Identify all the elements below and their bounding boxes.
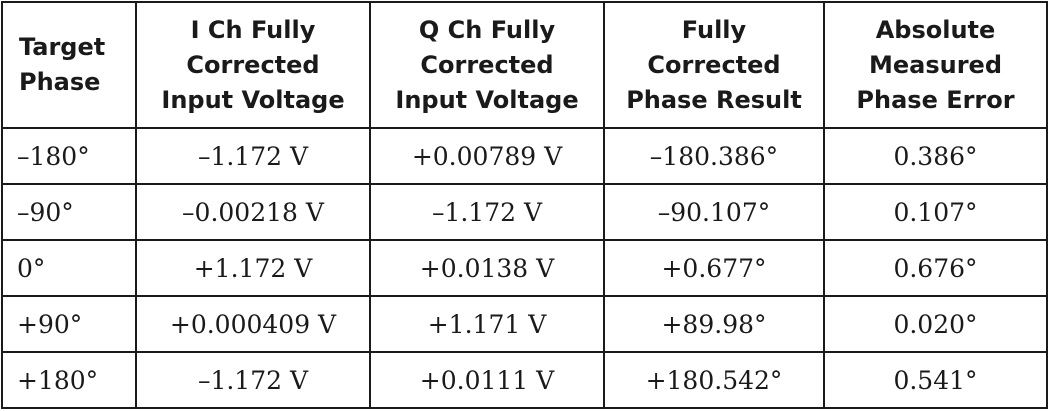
cell-phase-error: 0.541° (823, 351, 1048, 409)
header-text: Corrected (186, 50, 320, 79)
header-text: Corrected (647, 50, 781, 79)
cell-phase-result: +0.677° (603, 239, 825, 297)
header-q-ch-voltage: Q Ch Fully Corrected Input Voltage (369, 1, 605, 129)
header-text: Corrected (420, 50, 554, 79)
header-text: Input Voltage (161, 85, 345, 114)
cell-q-ch-voltage: +0.00789 V (369, 127, 605, 185)
table-row: +90° +0.000409 V +1.171 V +89.98° 0.020° (1, 295, 1048, 353)
cell-q-ch-voltage: +0.0138 V (369, 239, 605, 297)
header-text: Target (19, 33, 106, 61)
table-row: +180° –1.172 V +0.0111 V +180.542° 0.541… (1, 351, 1048, 409)
cell-phase-result: +89.98° (603, 295, 825, 353)
cell-phase-result: –180.386° (603, 127, 825, 185)
cell-target-phase: –180° (1, 127, 137, 185)
header-text: Fully (681, 15, 747, 44)
header-i-ch-voltage: I Ch Fully Corrected Input Voltage (135, 1, 371, 129)
cell-phase-error: 0.020° (823, 295, 1048, 353)
header-text: Absolute (875, 15, 996, 44)
header-phase-result: Fully Corrected Phase Result (603, 1, 825, 129)
cell-i-ch-voltage: +0.000409 V (135, 295, 371, 353)
header-text: I Ch Fully (190, 15, 316, 44)
cell-target-phase: +180° (1, 351, 137, 409)
table-row: –90° –0.00218 V –1.172 V –90.107° 0.107° (1, 183, 1048, 241)
cell-i-ch-voltage: +1.172 V (135, 239, 371, 297)
header-text: Input Voltage (395, 85, 579, 114)
header-text: Phase (19, 68, 101, 96)
header-row: Target Phase I Ch Fully Corrected Input … (1, 1, 1048, 129)
cell-target-phase: –90° (1, 183, 137, 241)
cell-phase-error: 0.386° (823, 127, 1048, 185)
cell-phase-result: –90.107° (603, 183, 825, 241)
cell-i-ch-voltage: –0.00218 V (135, 183, 371, 241)
cell-i-ch-voltage: –1.172 V (135, 351, 371, 409)
cell-phase-error: 0.107° (823, 183, 1048, 241)
cell-q-ch-voltage: –1.172 V (369, 183, 605, 241)
cell-phase-result: +180.542° (603, 351, 825, 409)
header-text: Measured (868, 50, 1003, 79)
cell-target-phase: +90° (1, 295, 137, 353)
cell-phase-error: 0.676° (823, 239, 1048, 297)
cell-q-ch-voltage: +1.171 V (369, 295, 605, 353)
cell-target-phase: 0° (1, 239, 137, 297)
table-row: –180° –1.172 V +0.00789 V –180.386° 0.38… (1, 127, 1048, 185)
header-text: Phase Error (856, 85, 1015, 114)
cell-q-ch-voltage: +0.0111 V (369, 351, 605, 409)
header-target-phase: Target Phase (1, 1, 137, 129)
header-phase-error: Absolute Measured Phase Error (823, 1, 1048, 129)
table-row: 0° +1.172 V +0.0138 V +0.677° 0.676° (1, 239, 1048, 297)
header-text: Q Ch Fully (418, 15, 556, 44)
cell-i-ch-voltage: –1.172 V (135, 127, 371, 185)
header-text: Phase Result (626, 85, 802, 114)
